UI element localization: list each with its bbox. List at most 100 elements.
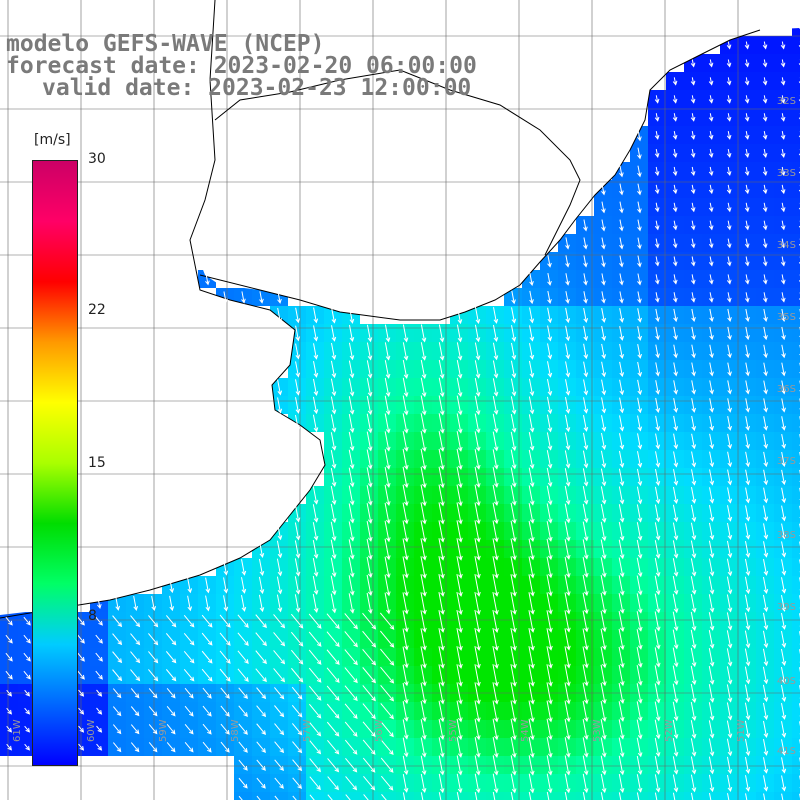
wind-arrow — [763, 433, 769, 449]
wind-arrow — [438, 395, 445, 416]
wind-arrow — [166, 706, 176, 717]
wind-arrow — [763, 541, 769, 558]
wind-arrow — [763, 451, 769, 468]
wind-arrow — [256, 795, 261, 800]
wind-cell — [774, 792, 792, 800]
wind-arrow — [618, 557, 625, 578]
wind-arrow — [780, 59, 786, 68]
wind-arrow — [237, 668, 249, 682]
wind-arrow — [655, 326, 660, 341]
wind-arrow — [691, 487, 697, 504]
wind-arrow — [510, 755, 517, 776]
wind-arrow — [384, 413, 391, 434]
wind-arrow — [600, 737, 607, 758]
wind-arrow — [619, 397, 625, 414]
wind-arrow — [510, 592, 517, 615]
wind-arrow — [366, 574, 373, 597]
wind-arrow — [654, 593, 661, 614]
wind-arrow — [308, 631, 322, 647]
wind-arrow — [690, 292, 696, 303]
wind-arrow — [348, 521, 355, 542]
wind-arrow — [744, 576, 751, 595]
wind-arrow — [781, 721, 787, 738]
wind-arrow — [326, 613, 340, 630]
wind-arrow — [762, 666, 769, 685]
wind-arrow — [709, 469, 715, 486]
wind-arrow — [654, 166, 660, 177]
wind-arrow — [618, 792, 622, 800]
wind-arrows — [5, 5, 800, 800]
wind-arrow — [672, 558, 679, 577]
wind-arrow — [600, 521, 607, 542]
wind-arrow — [708, 274, 714, 285]
wind-arrow — [510, 574, 517, 597]
wind-arrow — [762, 612, 769, 631]
wind-arrow — [762, 59, 768, 68]
wind-arrow — [654, 504, 661, 523]
wind-arrow — [420, 502, 427, 525]
wind-arrow — [709, 415, 715, 431]
wind-arrow — [726, 648, 733, 667]
wind-arrow — [309, 758, 321, 773]
wind-arrow — [344, 703, 358, 719]
wind-arrow — [380, 648, 395, 666]
wind-arrow — [510, 736, 517, 758]
wind-arrow — [655, 397, 661, 413]
wind-arrow — [672, 756, 679, 775]
wind-arrow — [77, 616, 85, 626]
wind-arrow — [708, 238, 714, 249]
wind-arrow — [780, 630, 787, 648]
wind-arrow — [308, 703, 322, 719]
wind-arrow — [5, 616, 13, 626]
wind-arrow — [492, 538, 499, 561]
wind-arrow — [726, 113, 732, 122]
wind-arrow — [77, 634, 85, 644]
wind-arrow — [763, 487, 769, 504]
wind-arrow — [273, 632, 286, 647]
wind-arrow — [745, 505, 751, 522]
wind-arrow — [294, 414, 301, 432]
wind-arrow — [474, 627, 481, 651]
wind-arrow — [582, 486, 589, 505]
wind-cell — [792, 180, 800, 198]
lon-label: 52W — [664, 719, 675, 742]
wind-arrow — [6, 707, 13, 715]
wind-arrow — [258, 540, 265, 558]
wind-cell — [288, 792, 306, 800]
wind-arrow — [438, 324, 445, 343]
wind-arrow — [220, 687, 230, 699]
wind-arrow — [223, 595, 229, 612]
wind-arrow — [781, 326, 786, 341]
wind-arrow — [492, 395, 499, 415]
wind-arrow — [438, 466, 445, 489]
wind-arrow — [95, 634, 103, 644]
wind-arrow — [420, 448, 427, 471]
wind-arrow — [708, 558, 715, 577]
wind-cell — [792, 306, 800, 324]
wind-arrow — [330, 396, 337, 415]
wind-arrow — [187, 577, 193, 594]
wind-arrow — [745, 380, 750, 395]
wind-arrow — [637, 291, 642, 304]
wind-arrow — [781, 757, 787, 774]
wind-arrow — [618, 773, 625, 793]
wind-arrow — [709, 380, 714, 395]
lat-label: 40S — [776, 676, 796, 687]
wind-arrow — [546, 467, 553, 488]
wind-arrow — [256, 741, 266, 753]
wind-arrow — [330, 575, 337, 596]
wind-arrow — [708, 594, 715, 613]
wind-arrow — [654, 792, 658, 800]
wind-arrow — [745, 433, 751, 450]
wind-arrow — [273, 668, 286, 683]
wind-arrow — [402, 774, 409, 793]
wind-arrow — [618, 646, 625, 669]
wind-arrow — [600, 575, 607, 596]
wind-cell — [792, 324, 800, 342]
wind-arrow — [438, 574, 445, 597]
wind-arrow — [726, 576, 733, 595]
wind-cell — [576, 792, 594, 800]
wind-arrow — [673, 433, 679, 450]
wind-arrow — [133, 595, 139, 611]
wind-arrow — [565, 255, 570, 268]
